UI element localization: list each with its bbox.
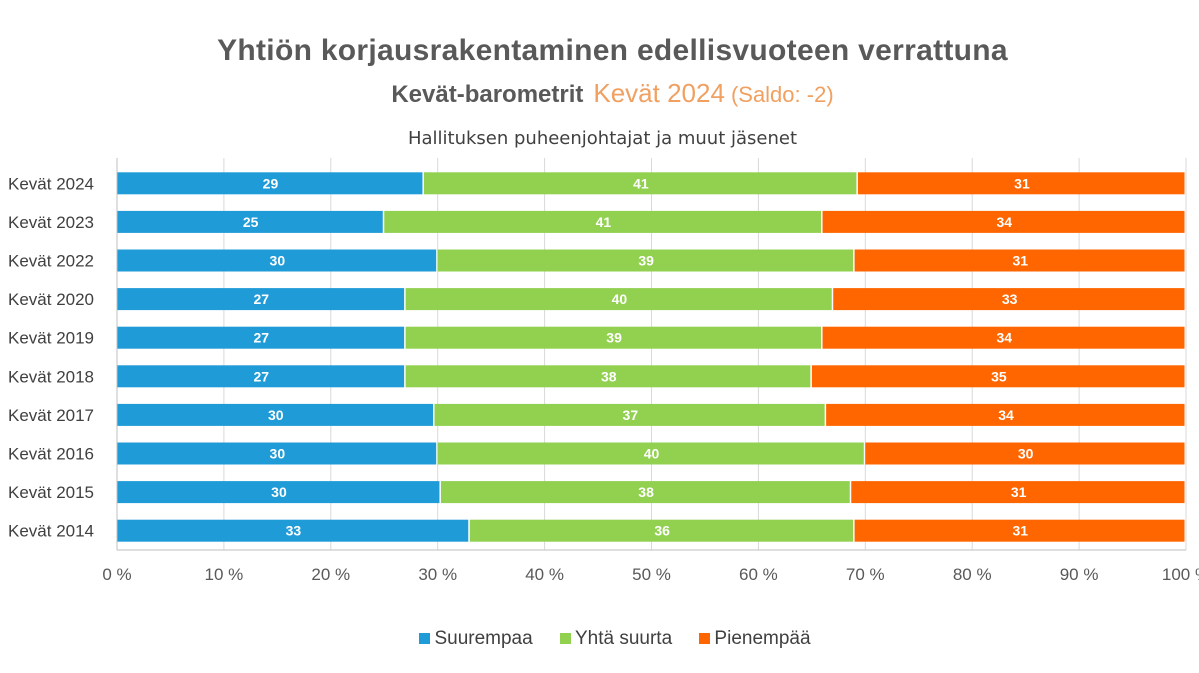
- legend-swatch: [559, 633, 571, 644]
- legend-item-pienempaa: Pienempää: [699, 628, 811, 650]
- data-label: 30: [270, 446, 286, 462]
- bar-segment: [437, 249, 854, 272]
- x-tick-label: 80 %: [953, 565, 992, 584]
- bar-segment: [117, 288, 405, 311]
- bar-segment: [811, 365, 1185, 388]
- y-category-label: Kevät 2020: [8, 290, 94, 309]
- bar-segment: [437, 442, 864, 465]
- legend-item-yhta-suurta: Yhtä suurta: [559, 628, 673, 650]
- bar-segment: [405, 326, 822, 349]
- x-tick-label: 100 %: [1162, 565, 1199, 584]
- legend-label: Suurempaa: [434, 628, 533, 649]
- chart-subtitle: Kevät-barometrit Kevät 2024 (Saldo: -2): [0, 78, 1199, 109]
- data-label: 39: [606, 330, 622, 346]
- data-label: 34: [998, 407, 1014, 423]
- bar-segment: [865, 442, 1185, 465]
- y-category-label: Kevät 2016: [8, 445, 94, 464]
- bar-segment: [117, 249, 437, 272]
- bar-segment: [117, 365, 405, 388]
- bar-segment: [423, 172, 857, 195]
- legend: Suurempaa Yhtä suurta Pienempää: [0, 628, 1199, 650]
- y-category-label: Kevät 2018: [8, 367, 94, 386]
- data-label: 29: [263, 175, 279, 191]
- data-label: 25: [243, 214, 259, 230]
- bar-segment: [117, 519, 469, 542]
- data-label: 38: [601, 368, 617, 384]
- x-tick-label: 60 %: [739, 565, 778, 584]
- data-label: 31: [1011, 484, 1027, 500]
- bar-segment: [117, 172, 423, 195]
- bar-segment: [405, 365, 811, 388]
- y-category-label: Kevät 2022: [8, 252, 94, 271]
- subtitle-period: Kevät 2024: [593, 78, 725, 108]
- data-label: 33: [286, 523, 302, 539]
- bar-segment: [851, 481, 1185, 504]
- legend-swatch: [419, 633, 431, 644]
- y-category-label: Kevät 2015: [8, 483, 94, 502]
- bar-segment: [857, 172, 1185, 195]
- x-tick-label: 0 %: [102, 565, 131, 584]
- bar-segment: [854, 519, 1185, 542]
- data-label: 30: [268, 407, 284, 423]
- x-tick-label: 90 %: [1060, 565, 1099, 584]
- legend-swatch: [699, 633, 711, 644]
- y-category-label: Kevät 2014: [8, 522, 94, 541]
- data-label: 33: [1002, 291, 1018, 307]
- bar-segment: [822, 326, 1185, 349]
- x-tick-label: 40 %: [525, 565, 564, 584]
- data-label: 35: [991, 368, 1007, 384]
- data-label: 39: [638, 253, 654, 269]
- x-tick-label: 10 %: [205, 565, 244, 584]
- x-tick-label: 20 %: [311, 565, 350, 584]
- data-label: 37: [623, 407, 639, 423]
- y-category-label: Kevät 2019: [8, 329, 94, 348]
- bar-segment: [469, 519, 854, 542]
- y-category-label: Kevät 2023: [8, 213, 94, 232]
- data-label: 27: [254, 291, 270, 307]
- data-label: 34: [996, 214, 1012, 230]
- data-label: 31: [1014, 175, 1030, 191]
- bar-segment: [854, 249, 1185, 272]
- bar-segment: [117, 326, 405, 349]
- bar-segment: [117, 210, 383, 233]
- data-label: 36: [654, 523, 670, 539]
- subtitle-series: Kevät-barometrit: [391, 81, 584, 108]
- data-label: 30: [270, 253, 286, 269]
- data-label: 30: [1018, 446, 1034, 462]
- bar-segment: [833, 288, 1185, 311]
- subtitle-balance: (Saldo: -2): [730, 82, 834, 107]
- x-tick-label: 30 %: [418, 565, 457, 584]
- legend-label: Yhtä suurta: [574, 628, 673, 649]
- x-tick-label: 50 %: [632, 565, 671, 584]
- chart-title: Yhtiön korjausrakentaminen edellisvuotee…: [217, 34, 1008, 67]
- y-category-label: Kevät 2024: [8, 174, 94, 193]
- data-label: 40: [612, 291, 628, 307]
- data-label: 41: [596, 214, 612, 230]
- data-label: 41: [633, 175, 649, 191]
- respondent-group-title: Hallituksen puheenjohtajat ja muut jäsen…: [407, 128, 798, 149]
- data-label: 30: [271, 484, 287, 500]
- data-label: 34: [996, 330, 1012, 346]
- bar-segment: [440, 481, 850, 504]
- data-label: 31: [1013, 253, 1029, 269]
- data-label: 38: [638, 484, 654, 500]
- stacked-bar-chart: 0 % 10 % 20 % 30 % 40 % 50 % 60 % 70 % 80 % 90 % 1…: [8, 158, 1199, 584]
- bar-segment: [434, 403, 825, 426]
- bar-segment: [826, 403, 1185, 426]
- y-category-label: Kevät 2017: [8, 406, 94, 425]
- legend-label: Pienempää: [714, 628, 811, 649]
- bar-segment: [117, 481, 440, 504]
- bar-segment: [822, 210, 1185, 233]
- data-label: 27: [254, 368, 270, 384]
- bar-segment: [405, 288, 832, 311]
- legend-item-suurempaa: Suurempaa: [419, 628, 533, 650]
- data-label: 31: [1013, 523, 1029, 539]
- bar-segment: [384, 210, 822, 233]
- x-tick-label: 70 %: [846, 565, 885, 584]
- bar-segment: [117, 403, 434, 426]
- data-label: 40: [644, 446, 660, 462]
- bar-segment: [117, 442, 437, 465]
- data-label: 27: [254, 330, 270, 346]
